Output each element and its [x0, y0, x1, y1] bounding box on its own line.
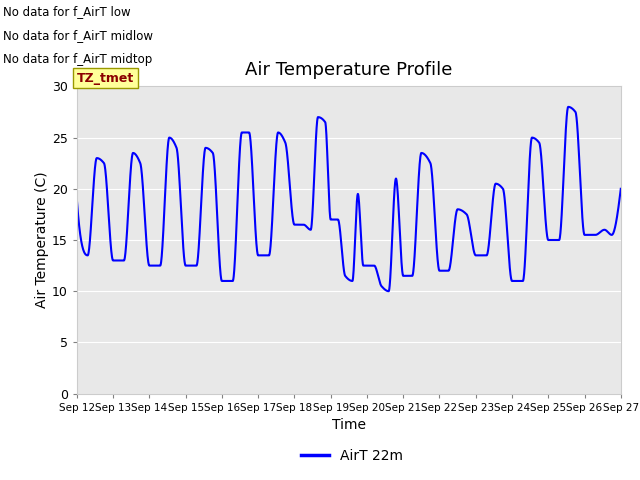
Text: TZ_tmet: TZ_tmet	[77, 72, 134, 84]
Title: Air Temperature Profile: Air Temperature Profile	[245, 61, 452, 79]
Legend: AirT 22m: AirT 22m	[296, 443, 408, 468]
X-axis label: Time: Time	[332, 418, 366, 432]
Text: No data for f_AirT low: No data for f_AirT low	[3, 5, 131, 18]
Text: No data for f_AirT midtop: No data for f_AirT midtop	[3, 53, 152, 66]
Text: No data for f_AirT midlow: No data for f_AirT midlow	[3, 29, 153, 42]
Y-axis label: Air Temperature (C): Air Temperature (C)	[35, 172, 49, 308]
